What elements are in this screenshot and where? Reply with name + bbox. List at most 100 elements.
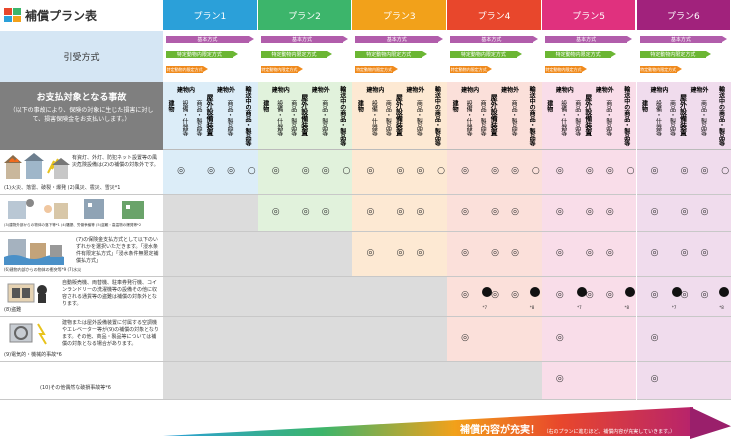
row-5-desc: 建物または屋外設備装置に付属する空調機やエレベーター等が(9)の補償の対象となり… [62, 320, 159, 347]
row-5-label: (9)電気的・機械的事故*6 [4, 352, 62, 358]
plan-4-row-3-mark: ◎ [511, 247, 520, 258]
plan-2-cell-row-5 [257, 317, 353, 362]
plan-4-base-bar: 基本方式 [450, 36, 538, 43]
plan-5-sub-in: 建物内 [555, 87, 574, 94]
page-title: 補償プラン表 [0, 0, 163, 30]
plan-5-cell-row-6 [541, 362, 637, 400]
plan-1-sub-in: 建物内 [177, 87, 196, 94]
plan-3-row-1-mark: ◎ [396, 165, 405, 176]
plan-1-cell-row-1 [163, 150, 258, 195]
plan-2-row-2-mark: ◎ [301, 206, 310, 217]
plan-2-sub-in: 建物内 [271, 87, 290, 94]
plan-3-cell-row-5 [352, 317, 448, 362]
plan-4-cell-row-5 [447, 317, 542, 362]
row-3: (7)の保険金支払方式として以下のいずれかを選択いただきます。「浸水条件有限定払… [0, 232, 163, 277]
plan-3-sub-equip-in: 設備・什器等 [370, 100, 378, 136]
falling-object-illustration [4, 197, 154, 221]
plan-4-row-1-ring: ○ [531, 165, 540, 176]
plan-6-row-3-mark: ◎ [680, 247, 689, 258]
plan-5-cell-row-4 [541, 277, 637, 317]
plan-3-row-1-ring: ○ [437, 165, 446, 176]
plan-3-row-2-mark: ◎ [396, 206, 405, 217]
plan-5-row-6-mark: ◎ [555, 374, 564, 384]
plan-2-sub-transit: 輸送中の商品・製品等 [338, 86, 346, 146]
plan-2-cell-row-4 [257, 277, 353, 317]
plan-5-sub-building: 建物 [545, 100, 553, 112]
plan-4-cell-row-2 [447, 195, 542, 232]
plan-3-cell-row-4 [352, 277, 448, 317]
plan-4-note8: *8 [529, 305, 535, 310]
plan-2-sub-outdoor: 屋外設備装置 [300, 94, 309, 136]
plan-6-row-4-mark: ◎ [680, 290, 689, 300]
plan-4-cell-row-1 [447, 150, 542, 195]
plan-4-sub-transit: 輸送中の商品・製品等 [528, 86, 536, 146]
plan-5-cell-row-1 [541, 150, 637, 195]
plan-5-cell-row-5 [541, 317, 637, 362]
plan-5-row-3-mark: ◎ [555, 247, 564, 258]
plan-1-sub-goods-out: 商品・製品等 [226, 100, 233, 136]
plan-4-row-2-mark: ◎ [491, 206, 500, 217]
footer-right-label: 補償内容が充実！ （右のプランに進むほど、補償内容が充実していきます。） [460, 421, 675, 436]
grid-logo-icon [4, 8, 21, 22]
plan-4-row-4-dot-icon [482, 287, 493, 297]
plan-6-row-4-mark: ◎ [650, 290, 659, 300]
plan-header-6: プラン6 [636, 0, 731, 30]
plan-3-cell-row-2 [352, 195, 448, 232]
plan-4-subheader: 建物 建物内 設備・什器等 商品・製品等 屋外設備装置 建物外 商品・製品等 輸… [447, 82, 542, 150]
plan-5-sub-outdoor: 屋外設備装置 [584, 94, 593, 136]
footer-right-note: （右のプランに進むほど、補償内容が充実していきます。） [543, 429, 676, 435]
plan-header-5: プラン5 [541, 0, 637, 30]
plan-4-row-3-mark: ◎ [461, 247, 470, 258]
plan-1-short-bar: 特定動物内限定方式 [166, 66, 209, 73]
plan-4-row-2-mark: ◎ [461, 206, 470, 217]
plan-5-row-1-mark: ◎ [555, 165, 564, 176]
plan-6-zone-bar: 特定動物内限定方式 [639, 51, 711, 58]
plan-6-row-2-mark: ◎ [680, 206, 689, 217]
plan-3-row-2-mark: ◎ [366, 206, 375, 217]
plan-6-cell-row-2 [636, 195, 731, 232]
accident-note: （以下の事故により、保険の対象に生じた損害に対して、損害保険金をお支払いします。… [9, 107, 154, 123]
plan-1-sub-building: 建物 [167, 100, 174, 112]
plan-6-base-bar: 基本方式 [639, 36, 727, 43]
plan-5-row-4-mark: ◎ [555, 290, 564, 300]
plan-5-row-1-ring: ○ [626, 165, 635, 176]
plan-1-sub-goods-in: 商品・製品等 [195, 100, 202, 136]
plan-5-row-3-mark: ◎ [605, 247, 614, 258]
plan-1-row-1-ring: ○ [247, 165, 256, 176]
plan-2-row-2-mark: ◎ [271, 206, 280, 217]
plan-1-cell-row-3 [163, 232, 258, 277]
plan-3-sub-goods-in: 商品・製品等 [384, 100, 392, 136]
plan-4-sub-building: 建物 [451, 100, 459, 112]
footer-right-title: 補償内容が充実！ [460, 425, 540, 436]
plan-6-note8: *8 [719, 305, 724, 310]
plan-2-row-1-ring: ○ [342, 165, 351, 176]
plan-4-row-1-mark: ◎ [491, 165, 500, 176]
plan-5-short-bar: 特定動物内限定方式 [544, 66, 588, 73]
plan-3-zone-bar: 特定動物内限定方式 [355, 51, 427, 58]
plan-2-sub-goods-in: 商品・製品等 [289, 100, 297, 136]
plan-6-row-4-dot-icon [671, 287, 682, 297]
plan-2-sub-out: 建物外 [311, 87, 330, 94]
plan-header-2: プラン2 [257, 0, 353, 30]
plan-1-base-bar: 基本方式 [166, 36, 254, 43]
plan-6-note7: *7 [671, 305, 677, 310]
plan-1-zone-bar: 特定動物内限定方式 [166, 51, 238, 58]
plan-1-row-1-mark: ◎ [227, 165, 235, 176]
plan-6-cell-row-6 [636, 362, 731, 400]
row-1-label: (1)火災、落雷、破裂・爆発 (2)風災、雹災、雪災*1 [4, 185, 121, 191]
plan-4-row-1-mark: ◎ [511, 165, 520, 176]
flood-illustration [4, 235, 74, 265]
footer-left-label: 補償内容 [166, 429, 191, 436]
plan-3-base-bar: 基本方式 [355, 36, 443, 43]
plan-4-short-bar: 特定動物内限定方式 [450, 66, 493, 73]
row-4: 自動販売機、両替機、駐車券発行機、コインランドリーの洗濯機等の設備その他に収容さ… [0, 277, 163, 317]
accident-label: お支払対象となる事故 （以下の事故により、保険の対象に生じた損害に対して、損害保… [0, 82, 163, 150]
plan-3-sub-building: 建物 [356, 100, 364, 112]
plan-6-sub-in: 建物内 [650, 87, 669, 94]
plan-1-sub-equip-in: 設備・什器等 [181, 100, 188, 136]
plan-3-cell-row-1 [352, 150, 448, 195]
plan-5-row-2-mark: ◎ [555, 206, 564, 217]
row-2: (3)建物外部からの物体の落下等*1 (4)騒擾、労働争議等 (5)盗難・高温物… [0, 195, 163, 232]
plan-5-row-1-mark: ◎ [585, 165, 594, 176]
plan-4-sub-equip-in: 設備・什器等 [465, 100, 473, 136]
